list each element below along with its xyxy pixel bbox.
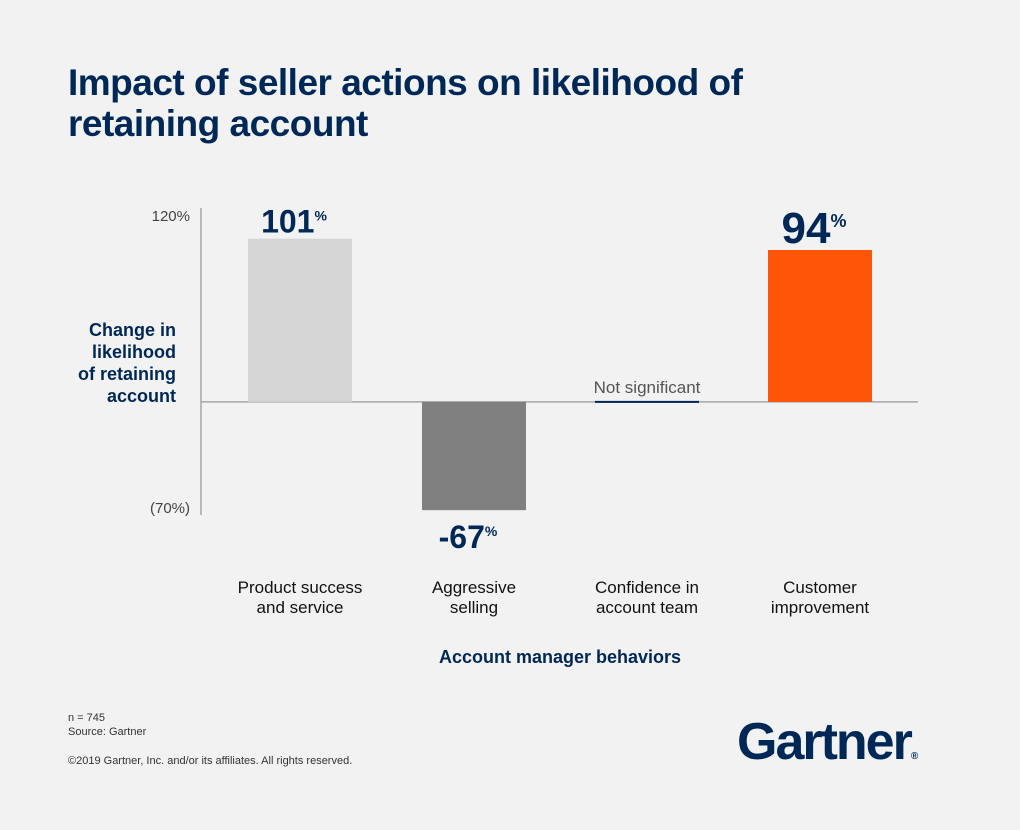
bar-annotation: Not significant [594,378,701,397]
source-note: Source: Gartner [68,726,147,738]
bar [248,238,352,402]
logo-registered-mark: ® [910,751,919,762]
gartner-logo: Gartner® [737,712,918,787]
x-tick-label: Aggressive [432,578,516,597]
x-tick-label: Product success [238,578,363,597]
x-tick-label: account team [596,598,698,617]
logo-text: Gartner [737,713,913,771]
bar [595,400,699,403]
data-label: -67% [439,519,498,555]
data-label: 94% [782,204,847,253]
y-tick-label-top: 120% [152,208,190,225]
y-tick-label-bottom: (70%) [150,500,190,517]
bar [422,401,526,511]
copyright-note: ©2019 Gartner, Inc. and/or its affiliate… [68,755,353,767]
x-tick-label: Customer [783,578,857,597]
data-label: 101% [261,204,327,240]
x-tick-label: Confidence in [595,578,699,597]
bar [768,250,872,402]
x-axis-label: Account manager behaviors [439,647,681,667]
x-tick-label: improvement [771,598,870,617]
chart-title: Impact of seller actions on likelihood o… [68,62,743,144]
y-axis-label-line: account [107,386,176,406]
sample-size-note: n = 745 [68,712,106,724]
y-axis-label-line: likelihood [92,342,176,362]
x-tick-label: selling [450,598,498,617]
y-axis-label-line: Change in [89,320,176,340]
x-tick-label: and service [257,598,344,617]
y-axis-label-line: of retaining [78,364,176,384]
